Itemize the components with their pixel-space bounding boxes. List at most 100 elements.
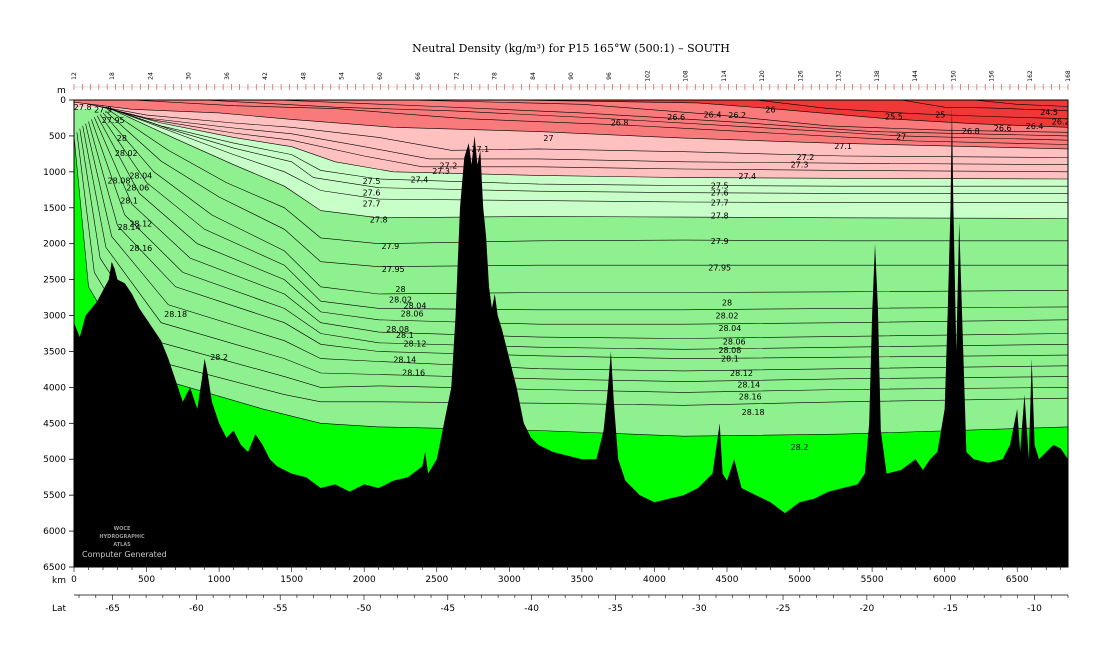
computer-generated-note: Computer Generated bbox=[82, 550, 167, 559]
sea-floor-bathymetry bbox=[74, 107, 1068, 567]
contour-line-26-6 bbox=[204, 100, 1068, 141]
contour-label: 27.9 bbox=[381, 242, 399, 251]
station-label: 144 bbox=[912, 70, 919, 82]
station-label: 102 bbox=[644, 70, 651, 82]
contour-label: 28 bbox=[395, 285, 405, 294]
contour-label: 27.2 bbox=[439, 161, 457, 170]
dark-red-water-band bbox=[74, 100, 1068, 128]
station-label: 60 bbox=[377, 72, 384, 80]
contour-line-27-8 bbox=[111, 109, 1068, 219]
distance-tick-label: 6500 bbox=[1006, 575, 1029, 585]
depth-tick-label: 4500 bbox=[43, 419, 66, 429]
station-label: 30 bbox=[186, 72, 193, 80]
latitude-tick-label: -30 bbox=[692, 604, 707, 614]
depth-tick-label: 500 bbox=[49, 132, 66, 142]
latitude-tick-label: -50 bbox=[357, 604, 372, 614]
contour-label: 27.2 bbox=[796, 153, 814, 162]
watermark-line-3: ATLAS bbox=[113, 542, 131, 548]
contour-label: 27.1 bbox=[834, 142, 852, 151]
contour-line-28 bbox=[102, 112, 1068, 295]
contour-label: 28.12 bbox=[730, 369, 753, 378]
contour-line-28-02 bbox=[99, 114, 1068, 311]
contour-line-24-5 bbox=[930, 100, 1068, 107]
station-label: 72 bbox=[453, 72, 460, 80]
contour-label: 28.02 bbox=[389, 296, 412, 305]
contour-label: 27.6 bbox=[711, 189, 729, 198]
contour-line-27-5 bbox=[105, 106, 1068, 187]
contour-label: 28.1 bbox=[120, 197, 138, 206]
watermark-line-2: HYDROGRAPHIC bbox=[99, 534, 145, 540]
contour-label: 28.2 bbox=[210, 353, 228, 362]
depth-tick-label: 5500 bbox=[43, 491, 66, 501]
contour-label: 27.8 bbox=[711, 212, 729, 221]
contour-label: 27.95 bbox=[382, 265, 405, 274]
contour-label: 28.18 bbox=[164, 310, 187, 319]
latitude-tick-label: -20 bbox=[860, 604, 875, 614]
contour-line-27-7 bbox=[110, 108, 1068, 203]
contour-line-26 bbox=[509, 100, 1068, 128]
contour-label: 27.9 bbox=[94, 105, 112, 114]
contour-lines bbox=[74, 100, 1068, 437]
chart-title: Neutral Density (kg/m³) for P15 165°W (5… bbox=[412, 42, 730, 55]
distance-tick-label: 4500 bbox=[716, 575, 739, 585]
latitude-axis-label: Lat bbox=[52, 604, 67, 614]
station-label: 42 bbox=[262, 72, 269, 80]
latitude-tick-label: -55 bbox=[273, 604, 288, 614]
station-label: 54 bbox=[339, 72, 346, 80]
contour-line-27 bbox=[74, 101, 1068, 150]
depth-tick-label: 2000 bbox=[43, 240, 66, 250]
contour-label: 28.06 bbox=[723, 337, 746, 346]
distance-tick-label: 500 bbox=[138, 575, 155, 585]
latitude-tick-label: -60 bbox=[189, 604, 204, 614]
station-label: 12 bbox=[71, 72, 78, 80]
plot-area: 27.8 27.927.952828.0228.0428.0828.0628.12… bbox=[74, 100, 1070, 567]
contour-line-27-95 bbox=[105, 111, 1068, 268]
contour-label: 27.7 bbox=[363, 200, 381, 209]
contour-line-27-1 bbox=[88, 104, 1068, 158]
contour-label: 28.04 bbox=[404, 302, 427, 311]
latitude-tick-label: -45 bbox=[440, 604, 455, 614]
contour-label: 27.95 bbox=[708, 263, 731, 272]
depth-tick-label: 3500 bbox=[43, 347, 66, 357]
contour-label: 27.5 bbox=[363, 177, 381, 186]
contour-label: 28 bbox=[722, 299, 732, 308]
contour-line-28-1 bbox=[88, 121, 1068, 359]
latitude-axis: -65 -60 -55 -50 -45 -40 -35 -30 -25 -20 -15 -10 bbox=[74, 594, 1069, 614]
contour-label: 28.18 bbox=[742, 408, 765, 417]
contour-label: 26.4 bbox=[1026, 122, 1044, 131]
contour-line-27-2 bbox=[95, 105, 1068, 165]
contour-line-27-9 bbox=[108, 109, 1068, 245]
latitude-tick-label: -15 bbox=[943, 604, 958, 614]
station-label: 90 bbox=[568, 72, 575, 80]
contour-label: 26.2 bbox=[1052, 118, 1070, 127]
contour-label: 24.5 bbox=[1040, 108, 1058, 117]
contour-label: 27 bbox=[543, 134, 553, 143]
latitude-tick-label: -65 bbox=[105, 604, 120, 614]
contour-line-27-3 bbox=[100, 106, 1068, 173]
depth-axis: 0 500 1000 1500 2000 2500 3000 3500 4000 4500 5000… bbox=[43, 96, 74, 573]
contour-label: 28.12 bbox=[129, 220, 152, 229]
contour-line-26-8 bbox=[131, 100, 1068, 145]
contour-line-28-08 bbox=[91, 119, 1068, 350]
contour-label: 27.1 bbox=[471, 145, 489, 154]
distance-tick-label: 1500 bbox=[280, 575, 303, 585]
contour-line-26-2 bbox=[407, 100, 1068, 133]
distance-tick-label: 0 bbox=[71, 575, 77, 585]
contour-label: 28.1 bbox=[396, 331, 414, 340]
contour-line-26-4 bbox=[277, 100, 1068, 137]
station-label: 48 bbox=[300, 72, 307, 80]
station-label: 36 bbox=[224, 72, 231, 80]
distance-tick-label: 1000 bbox=[208, 575, 231, 585]
distance-tick-label: 5000 bbox=[788, 575, 811, 585]
depth-tick-label: 5000 bbox=[43, 455, 66, 465]
contour-line-28-04 bbox=[96, 115, 1068, 325]
contour-label: 28.14 bbox=[118, 223, 141, 232]
depth-tick-label: 3000 bbox=[43, 312, 66, 322]
depth-tick-label: 0 bbox=[60, 96, 66, 106]
contour-label: 28.14 bbox=[737, 381, 760, 390]
contour-label: 27 bbox=[896, 133, 906, 142]
contour-label: 26.6 bbox=[667, 113, 685, 122]
station-label: 24 bbox=[147, 72, 154, 80]
contour-label: 25.5 bbox=[885, 113, 903, 122]
contour-label: 27.95 bbox=[102, 116, 125, 125]
